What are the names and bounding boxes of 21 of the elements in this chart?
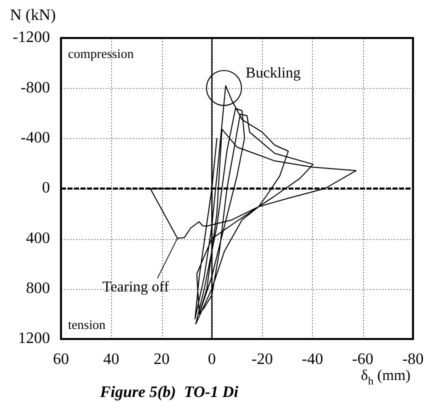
caption: Figure 5(b) TO-1 Di <box>99 384 239 401</box>
x-tick-label: -20 <box>251 350 273 368</box>
y-tick-label: -1200 <box>12 29 50 46</box>
annotation: tension <box>68 317 106 332</box>
y-tick-label: 0 <box>42 180 50 197</box>
y-tick-label: 400 <box>26 230 50 247</box>
y-tick-label: -400 <box>20 130 50 147</box>
y-tick-label: -800 <box>20 79 50 96</box>
annotation: compression <box>68 46 134 61</box>
y-axis-title: N (kN) <box>10 7 56 24</box>
x-tick-label: 60 <box>53 350 69 368</box>
y-tick-label: 800 <box>26 280 50 298</box>
x-tick-label: -80 <box>402 350 424 368</box>
x-tick-label: 0 <box>208 350 216 368</box>
x-tick-label: -60 <box>352 350 374 368</box>
x-tick-label: 20 <box>154 350 170 368</box>
x-tick-label: 40 <box>103 350 120 368</box>
annotation: Buckling <box>246 66 302 82</box>
annotation: Tearing off <box>102 279 169 296</box>
x-tick-label: -40 <box>302 350 324 368</box>
y-tick-label: 1200 <box>18 330 50 348</box>
